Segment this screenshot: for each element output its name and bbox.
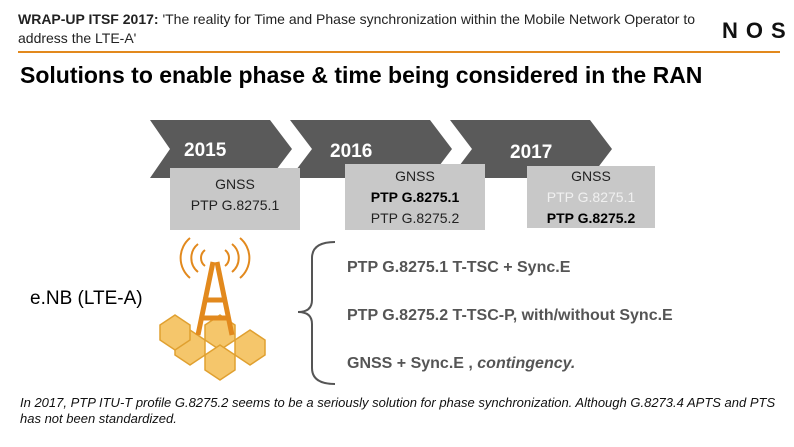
option: GNSS + Sync.E , contingency.: [347, 355, 575, 373]
box-line: GNSS: [571, 168, 611, 184]
tower: [195, 261, 235, 336]
header-text: 'The reality for Time and Phase synchron…: [18, 11, 696, 46]
divider: [18, 51, 780, 53]
header-label: WRAP-UP ITSF 2017:: [18, 11, 159, 27]
box-line: PTP G.8275.1: [546, 189, 636, 205]
antenna-icon: [159, 314, 266, 381]
chevron: [150, 120, 292, 178]
box-line: PTP G.8275.1: [370, 189, 460, 205]
title: Solutions to enable phase & time being c…: [20, 62, 703, 88]
year: 2016: [330, 141, 373, 162]
brace: [297, 241, 336, 385]
option-emphasis: contingency.: [477, 355, 576, 372]
option: PTP G.8275.1 T-TSC + Sync.E: [347, 259, 571, 276]
node-label: e.NB (LTE-A): [30, 288, 143, 309]
box-line: GNSS: [215, 176, 255, 192]
chevron: [290, 120, 452, 178]
signal: [179, 237, 251, 279]
year: 2017: [510, 142, 553, 163]
header: WRAP-UP ITSF 2017: 'The reality for Time…: [18, 10, 718, 48]
logo: NOS: [722, 18, 794, 43]
box-line: PTP G.8275.1: [190, 197, 280, 213]
box-line: PTP G.8275.2: [370, 210, 460, 226]
year-box: GNSS PTP G.8275.1: [170, 168, 300, 230]
option: PTP G.8275.2 T-TSC-P, with/without Sync.…: [347, 307, 673, 324]
year-box: GNSS PTP G.8275.1 PTP G.8275.2: [527, 166, 655, 228]
chevron: [450, 120, 612, 178]
year: 2015: [184, 140, 227, 161]
option-text: GNSS + Sync.E ,: [347, 355, 473, 372]
footer: In 2017, PTP ITU-T profile G.8275.2 seem…: [20, 395, 776, 426]
box-line: PTP G.8275.2: [546, 210, 636, 226]
year-box: GNSS PTP G.8275.1 PTP G.8275.2: [345, 164, 485, 230]
box-line: GNSS: [395, 168, 435, 184]
